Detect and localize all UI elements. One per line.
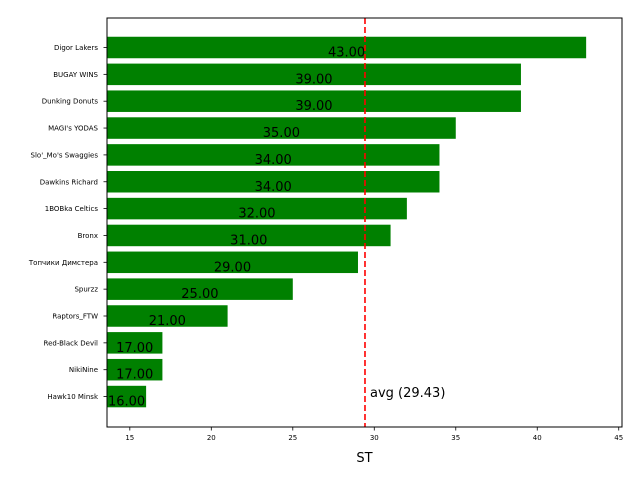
x-tick-label: 35	[451, 434, 460, 442]
category-label: Dunking Donuts	[42, 98, 99, 106]
category-label: Топчики Димстера	[28, 259, 98, 267]
bars-group	[107, 36, 587, 408]
bar	[107, 385, 147, 408]
bar-value-label: 21.00	[149, 314, 186, 329]
x-tick-label: 25	[288, 434, 297, 442]
bar-value-label: 39.00	[295, 72, 332, 87]
x-tick-label: 45	[614, 434, 623, 442]
bar	[107, 224, 391, 247]
x-tick-label: 40	[533, 434, 542, 442]
plot-frame	[106, 17, 623, 428]
bar-value-label: 39.00	[295, 99, 332, 114]
bar-value-label: 32.00	[238, 207, 275, 222]
labels-group: 43.00 39.00 39.00 35.00 34.00 34.00 32.00 31.00…	[108, 46, 365, 410]
category-label: Hawk10 Minsk	[47, 393, 99, 401]
category-label: BUGAY WINS	[53, 71, 98, 79]
category-label: Digor Lakers	[54, 44, 98, 52]
category-label: Raptors_FTW	[52, 313, 98, 321]
y-axis: Digor Lakers BUGAY WINS Dunking Donuts MAGI…	[28, 44, 107, 401]
bar-value-label: 16.00	[108, 395, 145, 410]
category-label: Red-Black Devil	[44, 339, 99, 347]
category-label: Bronx	[78, 232, 98, 240]
x-tick-label: 30	[370, 434, 379, 442]
x-axis: 15 20 25 30 35 40 45	[125, 427, 623, 442]
average-reference-label: avg (29.43)	[370, 386, 445, 401]
bar	[107, 358, 163, 381]
category-label: MAGI's YODAS	[48, 125, 98, 133]
bar-value-label: 17.00	[116, 368, 153, 383]
bar	[107, 305, 228, 327]
bar	[107, 144, 440, 166]
bar	[107, 117, 456, 139]
bar	[107, 278, 293, 300]
bar	[107, 251, 358, 274]
x-tick-label: 20	[207, 434, 216, 442]
x-axis-title: ST	[356, 451, 372, 466]
bar-value-label: 35.00	[263, 126, 300, 141]
bar	[107, 171, 440, 193]
category-label: Slo'_Mo's Swaggies	[31, 151, 99, 159]
bar	[107, 36, 587, 59]
bar-value-label: 43.00	[328, 46, 365, 61]
category-label: NikiNine	[69, 366, 98, 374]
category-label: Spurzz	[74, 286, 98, 294]
bar-value-label: 17.00	[116, 341, 153, 356]
x-tick-label: 15	[125, 434, 134, 442]
bar	[107, 90, 521, 112]
category-label: Dawkins Richard	[40, 178, 98, 186]
bar	[107, 197, 407, 220]
bar-value-label: 34.00	[255, 180, 292, 195]
bar	[107, 63, 521, 86]
bar-value-label: 29.00	[214, 260, 251, 275]
category-label: 1BOBka Celtics	[45, 205, 99, 213]
bar-value-label: 31.00	[230, 233, 267, 248]
bar	[107, 332, 163, 354]
bar-value-label: 25.00	[181, 287, 218, 302]
bar-value-label: 34.00	[255, 153, 292, 168]
